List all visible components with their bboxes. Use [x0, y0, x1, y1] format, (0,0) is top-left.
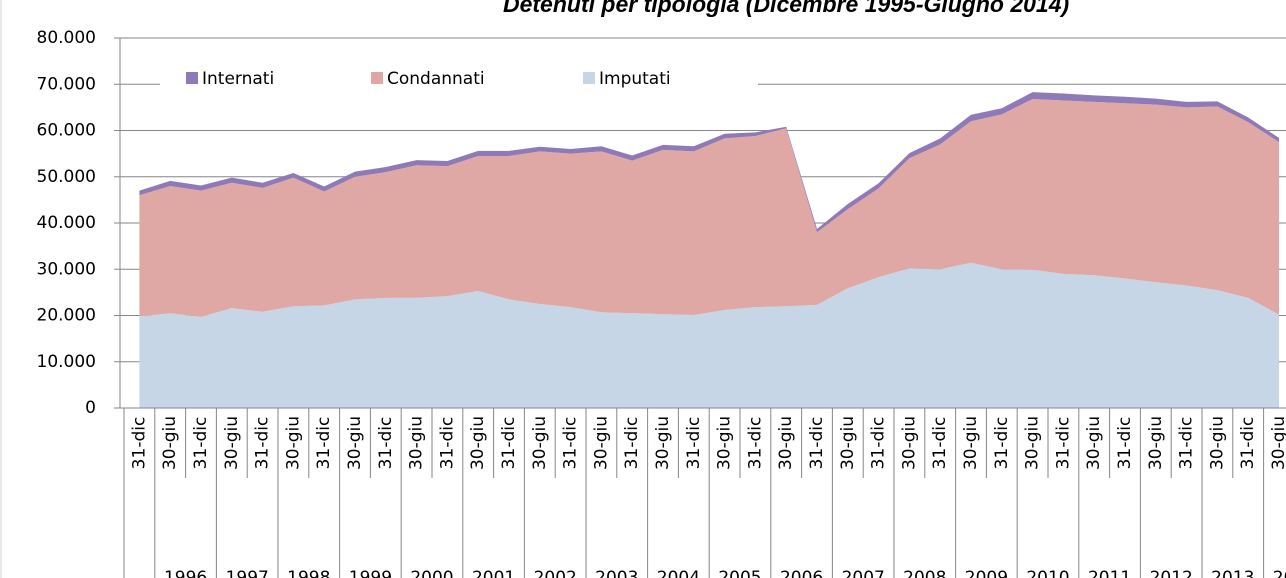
x-tick-label: 31-dic — [314, 417, 334, 470]
x-tick-label: 30-giu — [160, 416, 180, 470]
x-group-label: 2002 — [534, 568, 577, 578]
x-group-label: 2011 — [1088, 568, 1131, 578]
x-tick-label: 30-giu — [1023, 416, 1043, 470]
x-tick-label: 30-giu — [283, 416, 303, 470]
chart-title: Detenuti per tipologia (Dicembre 1995-Gi… — [503, 0, 1069, 17]
x-tick-label: 31-dic — [437, 417, 457, 470]
x-tick-label: 30-giu — [1146, 416, 1166, 470]
x-tick-label: 31-dic — [684, 417, 704, 470]
x-tick-label: 31-dic — [745, 417, 765, 470]
area — [139, 99, 1279, 317]
x-tick-label: 30-giu — [591, 416, 611, 470]
x-tick-label: 31-dic — [561, 417, 581, 470]
x-tick-label: 30-giu — [530, 416, 550, 470]
x-tick-label: 31-dic — [253, 417, 273, 470]
x-group-label: 1999 — [349, 568, 392, 578]
legend-swatch — [583, 72, 595, 84]
y-tick-label: 60.000 — [37, 121, 96, 141]
x-tick-label: 30-giu — [715, 416, 735, 470]
y-tick-label: 10.000 — [37, 352, 96, 372]
x-tick-label: 30-giu — [1084, 416, 1104, 470]
legend-swatch — [371, 72, 383, 84]
x-group-label: 2014 — [1273, 568, 1286, 578]
x-tick-label: 31-dic — [1177, 417, 1197, 470]
x-tick-label: 30-giu — [345, 416, 365, 470]
legend-label: Imputati — [599, 69, 671, 89]
x-tick-label: 31-dic — [992, 417, 1012, 470]
x-tick-label: 31-dic — [499, 417, 519, 470]
x-tick-label: 30-giu — [838, 416, 858, 470]
x-tick-label: 30-giu — [653, 416, 673, 470]
x-group-label: 2006 — [780, 568, 823, 578]
x-group-label: 2003 — [595, 568, 638, 578]
x-tick-label: 31-dic — [129, 417, 149, 470]
y-tick-label: 70.000 — [37, 74, 96, 94]
x-group-label: 2013 — [1211, 568, 1254, 578]
legend-swatch — [186, 72, 198, 84]
x-group-label: 1997 — [226, 568, 269, 578]
y-tick-label: 0 — [85, 398, 96, 418]
x-group-label: 1996 — [164, 568, 207, 578]
x-tick-label: 31-dic — [1053, 417, 1073, 470]
x-tick-label: 30-giu — [1269, 416, 1286, 470]
y-tick-label: 80.000 — [37, 28, 96, 48]
x-group-label: 2004 — [657, 568, 700, 578]
x-tick-label: 31-dic — [622, 417, 642, 470]
x-group-label: 2009 — [965, 568, 1008, 578]
x-group-label: 1998 — [287, 568, 330, 578]
legend: Internati Condannati Imputati — [160, 64, 758, 98]
x-tick-label: 30-giu — [776, 416, 796, 470]
legend-box — [160, 64, 758, 98]
legend-label: Internati — [202, 69, 274, 89]
x-tick-label: 30-giu — [1207, 416, 1227, 470]
area — [139, 262, 1279, 408]
x-group-label: 2005 — [718, 568, 761, 578]
x-tick-label: 31-dic — [807, 417, 827, 470]
x-tick-label: 30-giu — [899, 416, 919, 470]
x-tick-label: 31-dic — [1238, 417, 1258, 470]
x-group-label: 2007 — [842, 568, 885, 578]
x-group-label: 2008 — [903, 568, 946, 578]
x-group-label: 2012 — [1150, 568, 1193, 578]
y-tick-label: 40.000 — [37, 213, 96, 233]
x-tick-label: 31-dic — [1115, 417, 1135, 470]
legend-label: Condannati — [387, 69, 485, 89]
x-tick-label: 31-dic — [869, 417, 889, 470]
x-tick-label: 30-giu — [407, 416, 427, 470]
x-tick-label: 31-dic — [191, 417, 211, 470]
y-tick-label: 20.000 — [37, 306, 96, 326]
x-group-label: 2001 — [472, 568, 515, 578]
x-group-label: 2000 — [410, 568, 453, 578]
x-tick-label: 30-giu — [468, 416, 488, 470]
x-tick-label: 31-dic — [376, 417, 396, 470]
x-tick-label: 30-giu — [222, 416, 242, 470]
x-tick-label: 31-dic — [930, 417, 950, 470]
x-tick-label: 30-giu — [961, 416, 981, 470]
x-group-label: 2010 — [1026, 568, 1069, 578]
y-tick-label: 50.000 — [37, 167, 96, 187]
y-tick-label: 30.000 — [37, 259, 96, 279]
